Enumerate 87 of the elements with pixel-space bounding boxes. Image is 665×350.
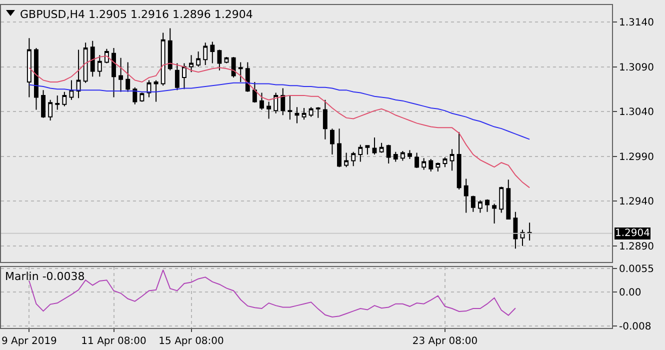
candlestick (83, 42, 88, 84)
candlestick (210, 41, 215, 64)
candlestick (464, 178, 468, 214)
candlestick (189, 54, 194, 73)
candlestick (217, 49, 222, 71)
candlestick (231, 56, 236, 78)
candlestick (330, 128, 334, 156)
candlestick (485, 198, 490, 212)
candlestick (365, 145, 370, 156)
y-tick-label: 1.3090 (619, 62, 654, 74)
candlestick (260, 92, 264, 110)
candlestick (408, 150, 412, 160)
candlestick (414, 152, 420, 168)
candlestick (372, 137, 377, 156)
candlestick (41, 90, 46, 118)
x-tick-label: 9 Apr 2019 (1, 336, 57, 347)
candlestick (174, 62, 180, 91)
candlestick (442, 156, 448, 168)
y-tick-label: 1.2990 (619, 152, 654, 163)
candlestick (358, 144, 363, 162)
candlestick (393, 151, 398, 162)
candlestick (48, 99, 53, 122)
candlestick (104, 48, 109, 64)
candlestick (294, 106, 300, 124)
candlestick (322, 99, 328, 140)
candlestick (280, 88, 286, 116)
candlestick (112, 47, 116, 98)
line-series (28, 56, 530, 188)
candlestick (90, 40, 95, 78)
candlestick (118, 57, 124, 92)
candlestick (126, 62, 130, 92)
candlestick (168, 28, 172, 71)
line-series (28, 82, 530, 140)
candlestick (76, 49, 81, 99)
candlestick (337, 128, 342, 168)
y-tick-label: 0.00 (619, 287, 642, 298)
x-tick-label: 23 Apr 08:00 (412, 336, 478, 347)
candlestick (351, 151, 356, 167)
candlestick (132, 86, 138, 105)
candlestick (34, 47, 38, 110)
y-tick-label: 1.3040 (619, 107, 654, 118)
candlestick (160, 32, 166, 86)
chart-title: Marlin -0.0038 (5, 270, 85, 283)
candlestick (308, 106, 314, 118)
candlestick (492, 203, 497, 224)
candlestick (527, 222, 532, 242)
x-tick-label: 15 Apr 08:00 (158, 336, 224, 347)
y-tick-label: 1.2890 (619, 241, 654, 252)
candlestick (436, 162, 440, 172)
candlestick (450, 148, 454, 172)
y-tick-label: -0.008 (619, 321, 652, 332)
y-tick-label: 0.0055 (619, 264, 654, 276)
candlestick (316, 106, 320, 118)
candlestick (238, 62, 243, 83)
candlestick (470, 195, 476, 212)
candlestick (288, 94, 292, 120)
y-tick-label: 1.2940 (619, 196, 654, 208)
candlestick (513, 211, 518, 250)
candlestick (62, 91, 67, 107)
candlestick (386, 144, 391, 164)
candlestick (154, 80, 158, 102)
candlestick (55, 94, 60, 110)
candlestick (203, 42, 208, 66)
candlestick (97, 54, 102, 78)
candlestick (344, 152, 349, 168)
y-tick-label: 1.3140 (619, 18, 654, 29)
candlestick (245, 62, 250, 92)
candlestick (266, 101, 272, 120)
candlestick (140, 92, 144, 102)
candlestick (506, 179, 511, 220)
candlestick (499, 186, 504, 214)
x-tick-label: 11 Apr 08:00 (81, 336, 146, 347)
candlestick (196, 51, 201, 68)
candlestick (478, 200, 482, 214)
candlestick (252, 82, 257, 104)
candlestick (26, 38, 32, 98)
candlestick (379, 142, 384, 154)
candlestick (69, 80, 74, 100)
candlestick (400, 150, 405, 162)
candlestick (182, 62, 186, 90)
ref-line-label: 1.2904 (615, 228, 650, 239)
candlestick (456, 132, 462, 190)
candlestick (428, 158, 434, 172)
chart-title: GBPUSD,H4 1.2905 1.2916 1.2896 1.2904 (20, 8, 253, 21)
candlestick (274, 92, 278, 114)
candlestick (422, 158, 426, 170)
candlestick (302, 107, 306, 120)
